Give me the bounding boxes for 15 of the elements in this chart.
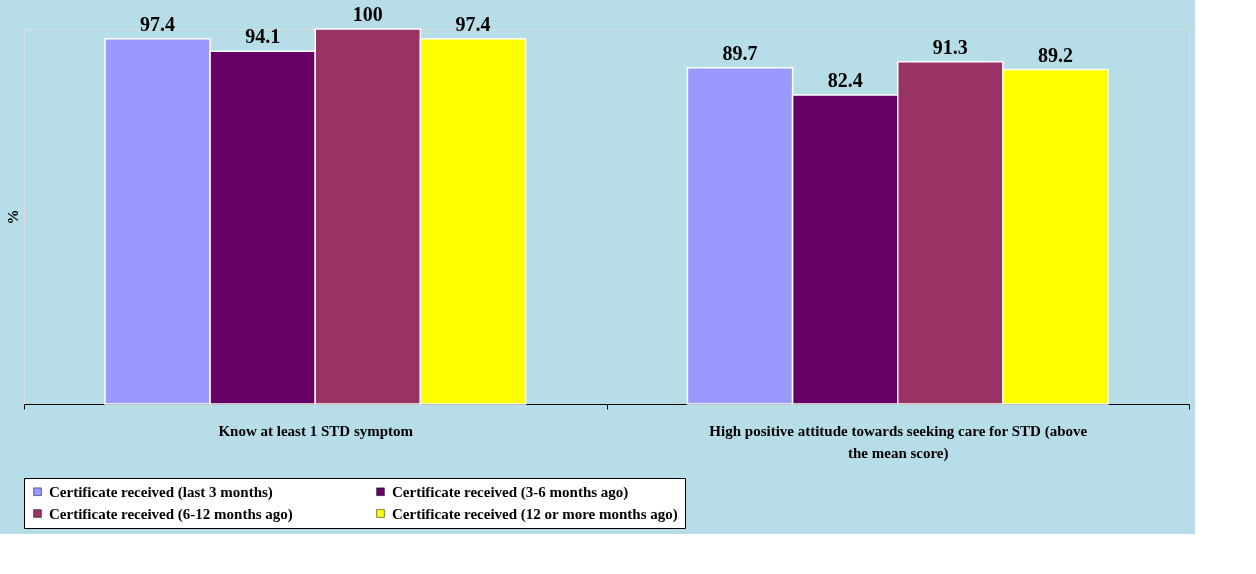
data-label: 89.2	[1037, 43, 1073, 66]
y-axis-title: %	[4, 209, 21, 225]
data-label: 94.1	[245, 25, 281, 48]
legend-label: Certificate received (12 or more months ago)	[392, 505, 678, 523]
data-label: 97.4	[140, 12, 176, 35]
x-tick-label: High positive attitude towards seeking care for STD (above the mean score)	[709, 422, 1088, 462]
legend-label: Certificate received (6-12 months ago)	[49, 505, 293, 523]
data-label: 89.7	[722, 41, 758, 64]
legend-label: Certificate received (last 3 months)	[49, 483, 273, 501]
data-label: 97.4	[455, 12, 491, 35]
data-label: 82.4	[827, 69, 863, 91]
data-label: 91.3	[932, 35, 968, 58]
data-label: 100	[352, 3, 383, 25]
x-tick-label: Know at least 1 STD symptom	[218, 422, 414, 439]
legend-label: Certificate received (3-6 months ago)	[392, 483, 629, 501]
